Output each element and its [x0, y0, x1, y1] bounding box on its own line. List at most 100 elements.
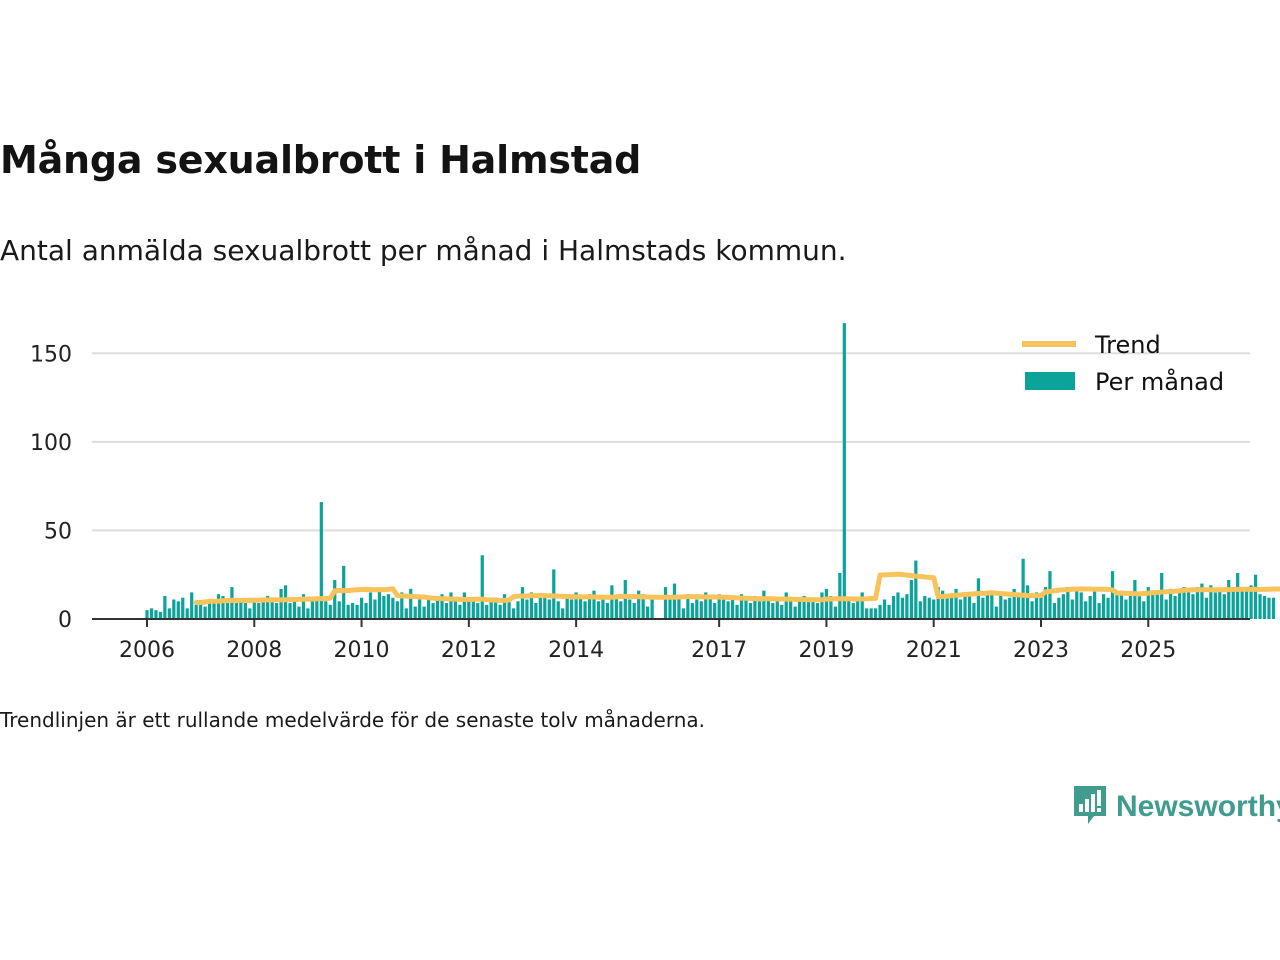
- bar: [252, 601, 256, 619]
- bar: [713, 603, 717, 619]
- bar: [1169, 588, 1173, 619]
- bar: [1271, 597, 1276, 619]
- bar: [1039, 595, 1043, 619]
- bar: [1146, 587, 1150, 619]
- bar: [355, 604, 359, 619]
- bar: [1209, 585, 1213, 619]
- bar: [386, 594, 390, 619]
- bar: [458, 604, 462, 619]
- bar: [1115, 592, 1119, 619]
- bar: [516, 601, 520, 619]
- bar: [963, 595, 967, 619]
- bar: [556, 601, 560, 619]
- bar: [1186, 590, 1191, 619]
- bar: [856, 597, 860, 619]
- bar: [923, 595, 927, 619]
- bar: [190, 592, 194, 619]
- x-tick-label: 2025: [1120, 638, 1176, 663]
- bar: [1267, 597, 1271, 619]
- bar: [1195, 587, 1200, 619]
- bar: [453, 597, 458, 619]
- x-tick-label: 2023: [1013, 638, 1069, 663]
- bar: [780, 604, 784, 619]
- bar: [480, 555, 484, 619]
- bar: [324, 601, 328, 619]
- x-tick-label: 2021: [906, 638, 962, 663]
- brand-name: Newsworthy: [1116, 790, 1280, 823]
- x-tick-label: 2019: [798, 638, 854, 663]
- bar: [212, 601, 216, 619]
- bar: [610, 585, 614, 619]
- bar: [672, 583, 677, 619]
- bar: [945, 597, 949, 619]
- bar: [878, 604, 882, 619]
- bar: [909, 580, 913, 619]
- bar: [596, 601, 601, 619]
- bar: [824, 588, 829, 619]
- bar: [815, 603, 820, 619]
- bar: [476, 603, 480, 619]
- legend-per-manad-swatch: [1025, 372, 1075, 390]
- bar: [583, 601, 587, 619]
- bar: [1061, 594, 1065, 619]
- bar: [413, 606, 417, 619]
- bar: [771, 603, 775, 619]
- bar: [954, 588, 958, 619]
- bar: [1052, 603, 1057, 619]
- bar: [1012, 588, 1016, 619]
- bar: [427, 597, 431, 619]
- bar: [811, 601, 815, 619]
- bar: [462, 592, 466, 619]
- bar: [181, 597, 185, 619]
- bar: [1160, 572, 1164, 619]
- footnote: Trendlinjen är ett rullande medelvärde f…: [0, 708, 706, 732]
- gridlines: [92, 352, 1250, 532]
- bar: [444, 603, 449, 619]
- newsworthy-logo-icon: [1072, 784, 1108, 830]
- bar: [784, 592, 788, 619]
- bar: [914, 560, 918, 619]
- bar: [994, 606, 998, 619]
- bar: [328, 604, 332, 619]
- bar: [494, 597, 498, 619]
- bar: [900, 597, 905, 619]
- bar: [869, 608, 873, 619]
- bar: [1222, 594, 1226, 619]
- legend-per-manad-label: Per månad: [1095, 367, 1224, 396]
- bar: [1151, 594, 1155, 619]
- bar: [1003, 599, 1007, 619]
- bar: [1245, 590, 1249, 619]
- bar: [806, 601, 811, 619]
- bar: [333, 580, 337, 619]
- bar: [1066, 587, 1070, 619]
- bar: [301, 594, 306, 619]
- bar: [1262, 595, 1267, 619]
- bar: [306, 608, 310, 619]
- bar: [471, 597, 475, 619]
- bar: [520, 587, 525, 619]
- bar: [592, 590, 596, 619]
- bar: [614, 595, 618, 619]
- bar: [221, 595, 225, 619]
- bar: [605, 603, 610, 619]
- bar: [708, 597, 712, 619]
- bar: [851, 603, 855, 619]
- bar: [1084, 601, 1088, 619]
- bar: [847, 599, 851, 619]
- bar: [637, 590, 641, 619]
- bar: [337, 601, 341, 619]
- bar: [149, 608, 154, 619]
- bar: [359, 597, 364, 619]
- bar: [275, 603, 279, 619]
- bar: [641, 594, 645, 619]
- bar: [1213, 592, 1217, 619]
- bar: [949, 594, 954, 619]
- x-tick-label: 2006: [119, 638, 175, 663]
- bar: [1088, 595, 1092, 619]
- bar: [619, 601, 623, 619]
- bar: [1097, 603, 1101, 619]
- bar: [842, 323, 846, 619]
- bar: [145, 610, 149, 619]
- bar: [632, 603, 636, 619]
- bar: [1043, 587, 1048, 619]
